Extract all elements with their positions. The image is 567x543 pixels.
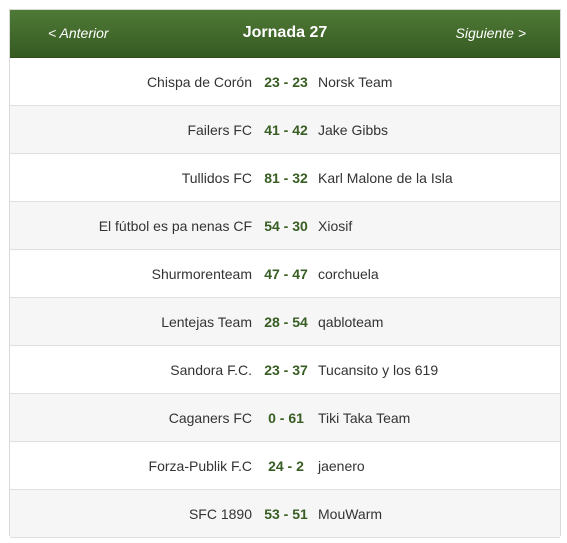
match-row: Shurmorenteam 47 - 47 corchuela [10, 250, 560, 298]
away-team: Jake Gibbs [318, 122, 389, 138]
match-score: 0 - 61 [268, 410, 304, 426]
match-score: 47 - 47 [264, 266, 308, 282]
home-team: Tullidos FC [181, 170, 252, 186]
match-row: Forza-Publik F.C 24 - 2 jaenero [10, 442, 560, 490]
match-score: 28 - 54 [264, 314, 308, 330]
away-team: qabloteam [318, 314, 384, 330]
match-row: Tullidos FC 81 - 32 Karl Malone de la Is… [10, 154, 560, 202]
match-row: Caganers FC 0 - 61 Tiki Taka Team [10, 394, 560, 442]
match-score: 41 - 42 [264, 122, 308, 138]
round-title: Jornada 27 [242, 24, 328, 41]
away-team: jaenero [318, 458, 365, 474]
away-team: Xiosif [318, 218, 353, 234]
home-team: Shurmorenteam [151, 266, 252, 282]
home-team: Failers FC [187, 122, 252, 138]
match-row: Failers FC 41 - 42 Jake Gibbs [10, 106, 560, 154]
home-team: SFC 1890 [188, 506, 252, 522]
match-row: Lentejas Team 28 - 54 qabloteam [10, 298, 560, 346]
home-team: Caganers FC [168, 410, 252, 426]
away-team: Tucansito y los 619 [318, 362, 439, 378]
away-team: Norsk Team [318, 74, 393, 90]
home-team: El fútbol es pa nenas CF [98, 218, 252, 234]
match-row: El fútbol es pa nenas CF 54 - 30 Xiosif [10, 202, 560, 250]
home-team: Sandora F.C. [170, 362, 252, 378]
match-score: 53 - 51 [264, 506, 308, 522]
away-team: Karl Malone de la Isla [318, 170, 453, 186]
match-score: 54 - 30 [264, 218, 308, 234]
match-score: 81 - 32 [264, 170, 308, 186]
match-row: SFC 1890 53 - 51 MouWarm [10, 490, 560, 538]
round-results-panel: < Anterior Jornada 27 Siguiente > Chispa… [9, 9, 561, 538]
match-list: Chispa de Corón 23 - 23 Norsk Team Faile… [10, 58, 560, 538]
round-header: < Anterior Jornada 27 Siguiente > [10, 10, 560, 58]
away-team: MouWarm [318, 506, 383, 522]
match-score: 23 - 37 [264, 362, 308, 378]
home-team: Lentejas Team [161, 314, 252, 330]
match-score: 23 - 23 [264, 74, 308, 90]
next-round-link[interactable]: Siguiente > [455, 25, 526, 41]
previous-round-link[interactable]: < Anterior [48, 25, 109, 41]
match-row: Chispa de Corón 23 - 23 Norsk Team [10, 58, 560, 106]
home-team: Forza-Publik F.C [148, 458, 252, 474]
away-team: corchuela [318, 266, 379, 282]
match-score: 24 - 2 [268, 458, 304, 474]
match-row: Sandora F.C. 23 - 37 Tucansito y los 619 [10, 346, 560, 394]
home-team: Chispa de Corón [146, 74, 252, 90]
away-team: Tiki Taka Team [318, 410, 411, 426]
